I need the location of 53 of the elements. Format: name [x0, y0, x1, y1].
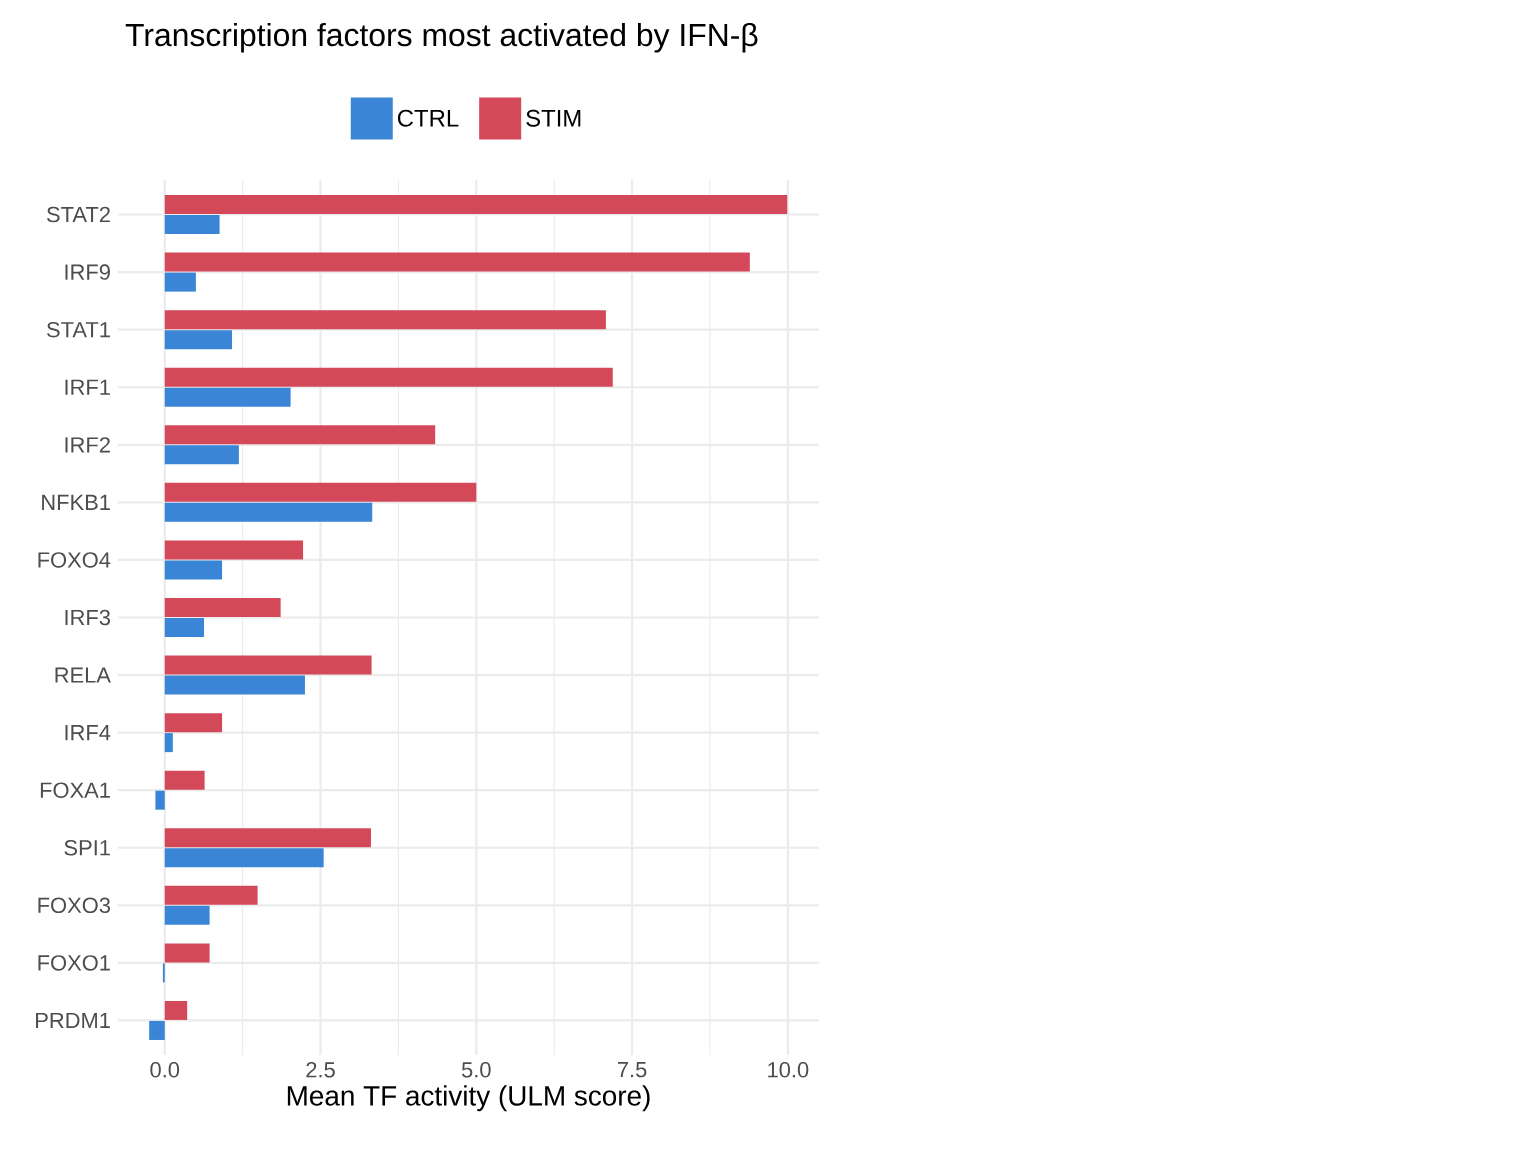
bar	[164, 272, 196, 292]
y-tick-label: FOXO3	[38, 897, 110, 914]
y-tick-label: IRF3	[65, 609, 110, 626]
bar	[164, 828, 371, 848]
y-tick-label: IRF2	[65, 437, 110, 453]
y-tick-label: RELA	[55, 667, 111, 683]
bar	[164, 770, 205, 790]
x-tick-label: 0.0	[150, 1062, 180, 1078]
bar	[164, 482, 477, 502]
legend-label: STIM	[526, 109, 581, 127]
bar	[164, 943, 210, 963]
bar	[164, 445, 239, 465]
bar	[164, 617, 204, 637]
bar	[164, 252, 750, 272]
y-tick-label: STAT2	[47, 206, 110, 223]
bar	[164, 425, 436, 445]
bar	[164, 502, 373, 522]
bar	[164, 195, 788, 215]
bar	[164, 310, 606, 330]
y-tick-label: STAT1	[47, 321, 110, 338]
y-tick-label: FOXO1	[38, 955, 110, 971]
x-tick-label: 7.5	[617, 1062, 647, 1078]
bar	[164, 713, 223, 733]
bar	[164, 367, 613, 387]
bar	[164, 330, 233, 350]
bar	[164, 655, 372, 675]
y-tick-label: FOXA1	[40, 782, 110, 798]
bar	[164, 387, 291, 407]
x-tick-label: 5.0	[461, 1062, 491, 1078]
y-tick-label: NFKB1	[42, 494, 110, 510]
bar	[164, 1000, 188, 1020]
y-tick-label: FOXO4	[38, 552, 111, 568]
bar	[164, 215, 220, 235]
x-axis-title: Mean TF activity (ULM score)	[287, 1085, 650, 1112]
x-tick-label: 2.5	[306, 1062, 335, 1078]
x-tick-label: 10.0	[768, 1062, 809, 1078]
chart-title: Transcription factors most activated by IFN-β	[125, 22, 758, 53]
bar	[164, 675, 305, 695]
y-tick-label: IRF4	[65, 725, 111, 741]
bar	[164, 733, 173, 753]
y-tick-label: IRF1	[65, 379, 110, 395]
bar	[164, 848, 324, 868]
bar	[155, 790, 165, 810]
y-tick-label: SPI1	[64, 840, 110, 856]
bar	[164, 540, 304, 560]
legend-label: CTRL	[397, 109, 459, 127]
y-tick-label: IRF9	[65, 264, 110, 280]
bar	[164, 885, 258, 905]
bar	[164, 560, 223, 580]
bar	[164, 597, 281, 617]
y-tick-label: PRDM1	[36, 1012, 110, 1028]
bar	[149, 1020, 165, 1040]
bar	[164, 905, 210, 925]
